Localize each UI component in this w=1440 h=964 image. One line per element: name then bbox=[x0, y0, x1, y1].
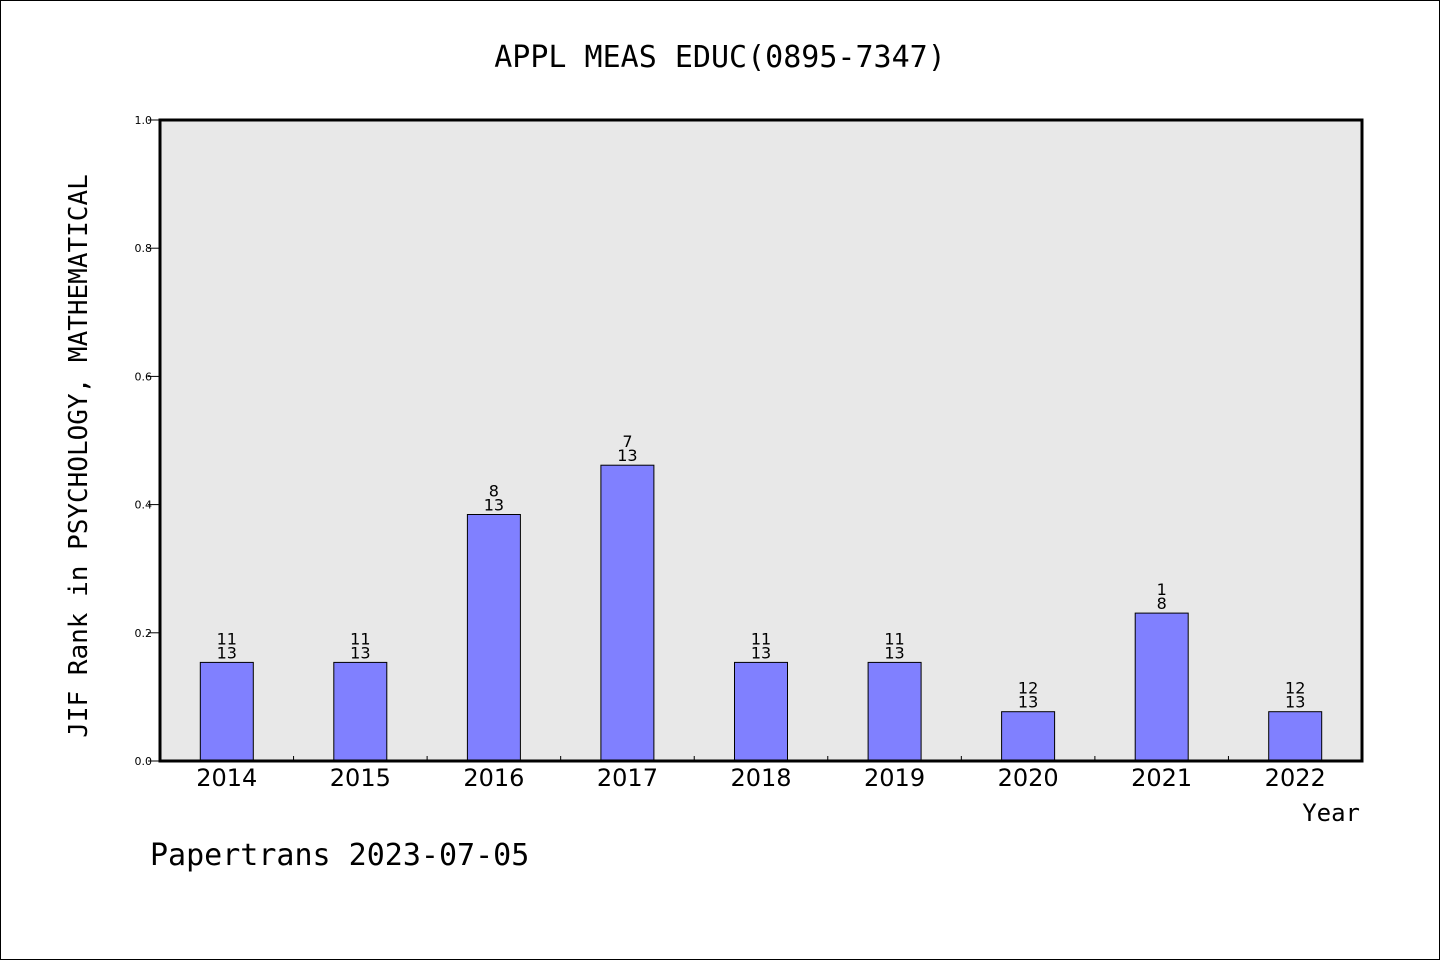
x-tick-label-2016: 2016 bbox=[463, 764, 524, 792]
data-label-rank-2020: 12 bbox=[1018, 679, 1038, 698]
data-label-rank-2021: 1 bbox=[1157, 580, 1167, 599]
data-label-rank-2014: 11 bbox=[217, 629, 237, 648]
bar-2022 bbox=[1268, 711, 1323, 762]
plot-border bbox=[158, 118, 1364, 763]
data-label-rank-2016: 8 bbox=[489, 482, 499, 501]
data-label-total-2020: 13 bbox=[1018, 693, 1038, 712]
y-axis-label: JIF Rank in PSYCHOLOGY, MATHEMATICAL bbox=[64, 174, 94, 738]
footer-text: Papertrans 2023-07-05 bbox=[150, 838, 529, 873]
x-tick-label-2017: 2017 bbox=[597, 764, 658, 792]
bar-2016 bbox=[466, 514, 521, 762]
data-label-rank-2017: 7 bbox=[622, 432, 632, 451]
x-axis-label: Year bbox=[1302, 799, 1360, 827]
bar-2014 bbox=[199, 661, 254, 762]
bar-2020 bbox=[1001, 711, 1056, 762]
y-tick-label-0.2: 0.2 bbox=[135, 627, 153, 640]
bar-2015 bbox=[333, 661, 388, 762]
data-label-total-2016: 13 bbox=[484, 496, 504, 515]
bar-2017 bbox=[600, 464, 655, 762]
y-tick-label-1.0: 1.0 bbox=[135, 114, 153, 127]
bar-2021 bbox=[1134, 612, 1189, 762]
data-label-total-2014: 13 bbox=[217, 643, 237, 662]
data-label-total-2015: 13 bbox=[350, 643, 370, 662]
x-tick-label-2021: 2021 bbox=[1131, 764, 1192, 792]
x-tick-label-2014: 2014 bbox=[196, 764, 257, 792]
y-tick-label-0.4: 0.4 bbox=[135, 499, 153, 512]
chart-title: APPL MEAS EDUC(0895-7347) bbox=[494, 40, 946, 75]
data-label-rank-2019: 11 bbox=[884, 629, 904, 648]
y-tick-label-0.8: 0.8 bbox=[135, 242, 153, 255]
data-label-total-2021: 8 bbox=[1157, 594, 1167, 613]
y-tick-label-0.6: 0.6 bbox=[135, 370, 153, 383]
x-tick-label-2022: 2022 bbox=[1265, 764, 1326, 792]
x-tick-label-2019: 2019 bbox=[864, 764, 925, 792]
data-label-total-2017: 13 bbox=[617, 446, 637, 465]
x-tick-label-2020: 2020 bbox=[998, 764, 1059, 792]
y-tick-label-0.0: 0.0 bbox=[135, 755, 153, 768]
x-tick-label-2015: 2015 bbox=[330, 764, 391, 792]
data-label-total-2022: 13 bbox=[1285, 693, 1305, 712]
bar-2018 bbox=[734, 661, 788, 762]
data-label-total-2019: 13 bbox=[884, 643, 904, 662]
data-label-rank-2015: 11 bbox=[350, 629, 370, 648]
bar-2019 bbox=[867, 661, 922, 762]
data-label-rank-2018: 11 bbox=[751, 629, 771, 648]
x-tick-label-2018: 2018 bbox=[730, 764, 791, 792]
data-label-rank-2022: 12 bbox=[1285, 679, 1305, 698]
data-label-total-2018: 13 bbox=[751, 643, 771, 662]
